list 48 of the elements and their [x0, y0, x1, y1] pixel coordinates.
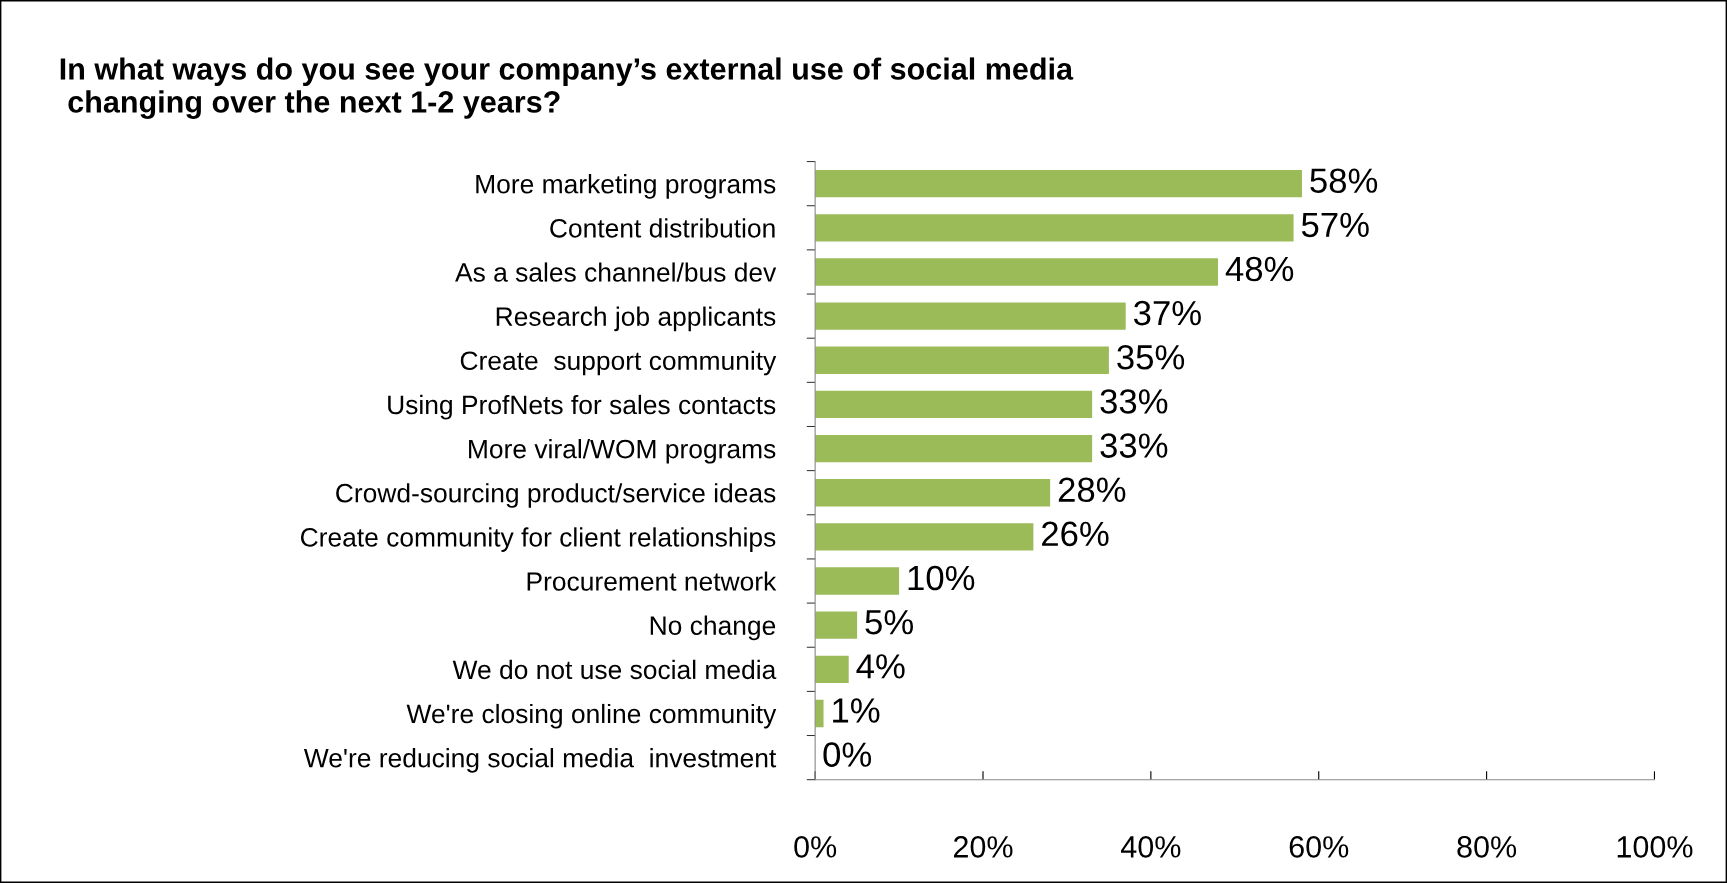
data-label: 28%	[1058, 477, 1126, 503]
y-tick-label: No change	[650, 615, 776, 641]
data-label: 35%	[1117, 345, 1185, 370]
x-tick-label: 0%	[794, 836, 837, 858]
y-tick-label: We're reducing social media investment	[303, 748, 777, 773]
data-label: 1%	[833, 698, 880, 723]
data-label: 57%	[1301, 212, 1369, 238]
bar	[815, 567, 900, 595]
bar	[815, 169, 1302, 198]
y-tick-label: Create support community	[460, 350, 777, 376]
y-tick-label: More marketing programs	[476, 174, 776, 199]
bar	[815, 302, 1126, 330]
data-label: 5%	[865, 610, 913, 635]
x-tick-label: 80%	[1457, 836, 1517, 858]
bar	[815, 699, 824, 728]
x-tick-label: 20%	[953, 836, 1013, 858]
data-label: 58%	[1310, 168, 1378, 193]
bar	[815, 479, 1051, 507]
y-tick-label: Crowd-sourcing product/service ideas	[336, 483, 776, 508]
y-tick-label: Content distribution	[550, 218, 775, 238]
y-tick-label: We do not use social media	[452, 659, 777, 680]
text: In what ways do you see your company’s external use of social media changing over the next 1-2 years?	[60, 57, 1074, 119]
data-label: 4%	[856, 654, 905, 679]
data-label: 10%	[908, 565, 975, 591]
data-label: 33%	[1100, 433, 1168, 458]
y-tick-label: As a sales channel/bus dev	[455, 262, 777, 282]
y-tick-label: More viral/WOM programs	[469, 439, 776, 464]
data-label: 33%	[1100, 389, 1168, 414]
bar	[815, 214, 1294, 242]
bar	[815, 655, 849, 683]
data-label: 48%	[1225, 256, 1294, 282]
bar	[815, 258, 1219, 286]
data-label: 0%	[823, 742, 872, 767]
y-tick-label: Research job applicants	[496, 306, 776, 332]
bar	[815, 523, 1034, 551]
y-tick-label: Create community for client relationships	[300, 527, 776, 552]
data-label: 37%	[1133, 300, 1201, 326]
bar	[815, 434, 1093, 463]
y-tick-label: We're closing online community	[406, 703, 777, 729]
x-tick-label: 60%	[1289, 836, 1349, 858]
x-tick-label: 40%	[1121, 836, 1181, 858]
bar	[815, 390, 1093, 419]
y-tick-label: Using ProfNets for sales contacts	[388, 394, 776, 420]
bar	[815, 346, 1109, 374]
x-tick-label: 100%	[1617, 836, 1693, 858]
y-tick-label: Procurement network	[527, 571, 777, 591]
data-label: 26%	[1042, 521, 1109, 547]
bar	[815, 611, 858, 639]
